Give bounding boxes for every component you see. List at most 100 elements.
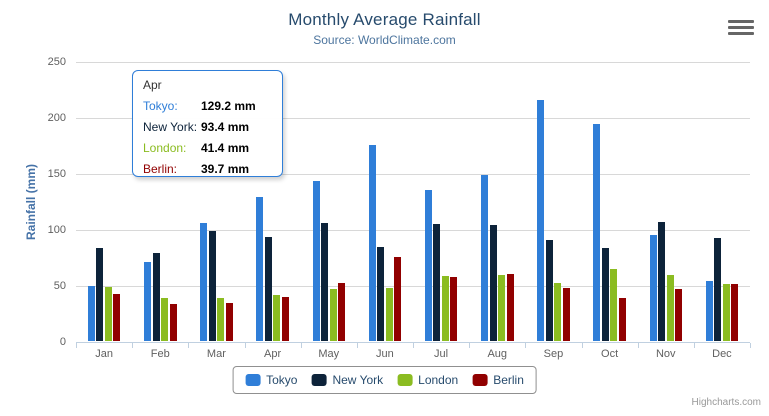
bar-new-york-apr[interactable]: [264, 237, 272, 342]
bar-tokyo-dec[interactable]: [705, 280, 713, 342]
x-axis-label: Oct: [601, 347, 619, 360]
legend-swatch-icon: [472, 374, 488, 386]
bar-berlin-oct[interactable]: [618, 297, 626, 342]
bar-tokyo-sep[interactable]: [537, 99, 545, 342]
bar-new-york-dec[interactable]: [714, 238, 722, 342]
bar-new-york-jul[interactable]: [433, 224, 441, 342]
tooltip-category: Apr: [143, 78, 162, 92]
bar-berlin-jun[interactable]: [394, 257, 402, 342]
legend-swatch-icon: [397, 374, 413, 386]
bar-berlin-feb[interactable]: [169, 304, 177, 342]
bar-berlin-jul[interactable]: [450, 277, 458, 342]
legend-label: Berlin: [493, 373, 524, 387]
bar-tokyo-oct[interactable]: [593, 124, 601, 342]
legend-label: London: [418, 373, 459, 387]
legend-item-london[interactable]: London: [397, 373, 458, 387]
bar-berlin-dec[interactable]: [731, 284, 739, 342]
y-axis-label: 200: [47, 111, 66, 124]
bar-london-nov[interactable]: [666, 275, 674, 342]
tooltip-series-label: Berlin:: [143, 162, 178, 176]
x-axis-label: Jul: [434, 347, 449, 360]
x-axis-tick: [356, 342, 358, 348]
bar-london-may[interactable]: [329, 288, 337, 342]
hamburger-menu-icon: [728, 25, 754, 29]
x-axis-label: Sep: [543, 347, 564, 360]
legend-item-new-york[interactable]: New York: [311, 373, 383, 387]
bar-tokyo-nov[interactable]: [649, 234, 657, 342]
bar-london-oct[interactable]: [610, 268, 618, 342]
tooltip-series-label: Tokyo:: [143, 99, 178, 113]
y-gridline: [76, 229, 750, 231]
bar-new-york-aug[interactable]: [489, 224, 497, 342]
bar-tokyo-jul[interactable]: [424, 189, 432, 342]
bar-london-dec[interactable]: [722, 284, 730, 342]
bar-london-jun[interactable]: [385, 287, 393, 342]
bar-tokyo-jan[interactable]: [87, 285, 95, 342]
y-axis-label: 0: [59, 335, 66, 348]
bar-new-york-nov[interactable]: [658, 222, 665, 342]
x-axis-label: Mar: [206, 347, 226, 360]
bar-tokyo-aug[interactable]: [481, 175, 488, 342]
x-axis-tick: [76, 342, 77, 348]
bar-new-york-sep[interactable]: [545, 239, 553, 342]
tooltip-series-value: 41.4 mm: [201, 141, 250, 155]
bar-new-york-oct[interactable]: [601, 248, 609, 342]
bar-tokyo-may[interactable]: [312, 180, 320, 342]
legend-label: Tokyo: [266, 373, 298, 387]
tooltip-series-label: London:: [143, 141, 187, 155]
bar-new-york-feb[interactable]: [152, 253, 160, 342]
bar-new-york-jun[interactable]: [377, 247, 385, 342]
x-axis-tick: [581, 342, 583, 348]
y-axis-label: 100: [47, 223, 66, 236]
bar-tokyo-jun[interactable]: [368, 144, 376, 342]
legend-item-tokyo[interactable]: Tokyo: [245, 373, 297, 387]
bar-berlin-apr[interactable]: [281, 297, 289, 342]
bar-berlin-aug[interactable]: [506, 273, 514, 342]
bar-london-sep[interactable]: [554, 282, 562, 342]
x-axis-label: Aug: [487, 347, 508, 360]
y-axis-label: 50: [53, 279, 66, 292]
hamburger-menu-icon: [728, 31, 754, 35]
chart-subtitle: Source: WorldClimate.com: [313, 33, 456, 47]
tooltip-series-value: 39.7 mm: [201, 162, 250, 176]
bar-tokyo-apr[interactable]: [256, 197, 264, 342]
x-axis-tick: [693, 342, 695, 348]
tooltip-row: Berlin: 39.7 mm: [143, 159, 272, 180]
tooltip: Apr Tokyo: 129.2 mm New York: 93.4 mm London…: [132, 70, 283, 177]
export-menu-button[interactable]: [725, 14, 757, 40]
bar-london-mar[interactable]: [217, 297, 225, 342]
bar-new-york-mar[interactable]: [208, 231, 216, 342]
x-axis-tick: [525, 342, 527, 348]
y-axis-label: 250: [47, 56, 66, 68]
bar-berlin-mar[interactable]: [225, 302, 233, 342]
bar-berlin-sep[interactable]: [562, 288, 570, 342]
tooltip-series-value: 93.4 mm: [201, 120, 250, 134]
bar-berlin-nov[interactable]: [675, 289, 682, 342]
bar-new-york-may[interactable]: [321, 222, 328, 342]
bar-tokyo-feb[interactable]: [144, 261, 151, 342]
bar-berlin-jan[interactable]: [113, 294, 121, 342]
bar-london-apr[interactable]: [273, 295, 281, 342]
legend-swatch-icon: [311, 374, 327, 386]
x-axis-label: Jan: [95, 347, 113, 360]
bar-london-jan[interactable]: [104, 286, 112, 342]
bar-new-york-jan[interactable]: [96, 248, 104, 342]
bar-berlin-may[interactable]: [338, 282, 345, 342]
bar-london-jul[interactable]: [441, 275, 449, 342]
credits-link[interactable]: Highcharts.com: [691, 397, 761, 408]
y-gridline: [76, 117, 750, 119]
y-axis-label: 150: [47, 167, 66, 180]
x-axis-label: May: [318, 347, 340, 360]
bar-london-feb[interactable]: [161, 298, 168, 342]
x-axis-tick: [244, 342, 246, 348]
x-axis-label: Feb: [150, 347, 170, 360]
bar-london-aug[interactable]: [498, 274, 505, 342]
x-axis-tick: [413, 342, 414, 348]
x-axis-line: [76, 341, 750, 343]
y-gridline: [76, 62, 750, 63]
bar-tokyo-mar[interactable]: [200, 222, 208, 342]
tooltip-series-label: New York:: [143, 120, 198, 134]
x-axis-tick: [750, 342, 751, 348]
legend-swatch-icon: [245, 374, 261, 386]
legend-item-berlin[interactable]: Berlin: [472, 373, 524, 387]
